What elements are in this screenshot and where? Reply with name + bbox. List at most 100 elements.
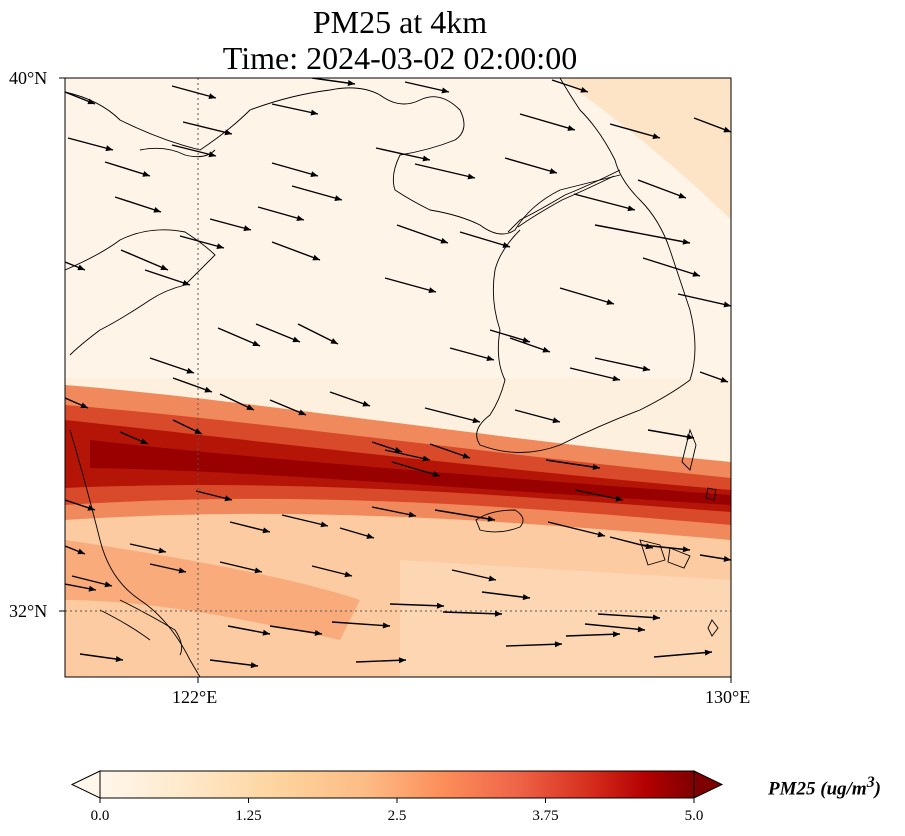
- wind-arrow: [389, 602, 445, 609]
- wind-arrow: [209, 218, 252, 232]
- wind-arrow: [119, 431, 149, 445]
- wind-arrow: [281, 514, 329, 528]
- wind-arrow: [65, 91, 96, 105]
- wind-arrow: [311, 565, 353, 578]
- wind-arrow: [339, 527, 375, 539]
- wind-arrow: [195, 490, 233, 502]
- wind-arrow: [219, 561, 263, 574]
- wind-arrow: [104, 161, 151, 177]
- wind-arrow: [171, 144, 217, 158]
- colorbar-tick-1: 1.25: [235, 808, 262, 824]
- wind-arrow: [459, 231, 511, 248]
- wind-arrow: [547, 521, 606, 538]
- wind-arrow: [271, 103, 319, 116]
- colorbar-label: PM25 (ug/m3): [768, 774, 881, 800]
- wind-arrow: [171, 85, 217, 100]
- wind-arrow: [271, 241, 321, 261]
- wind-arrow: [149, 563, 187, 574]
- wind-arrow: [699, 554, 731, 562]
- wind-arrow: [120, 249, 169, 271]
- wind-arrow: [693, 117, 731, 133]
- wind-arrow: [271, 162, 319, 177]
- wind-arrow: [65, 261, 86, 271]
- wind-arrow: [594, 224, 691, 245]
- wind-arrow: [594, 357, 651, 372]
- wind-arrow: [384, 449, 431, 462]
- colorbar-label-superscript: 3: [866, 774, 875, 791]
- wind-arrow: [573, 193, 636, 212]
- wind-arrow: [229, 521, 271, 534]
- wind-arrow: [442, 610, 503, 617]
- wind-arrow: [647, 429, 695, 440]
- wind-arrow: [584, 623, 646, 633]
- map-frame: [64, 77, 732, 678]
- wind-arrow: [65, 545, 86, 555]
- wind-arrow: [255, 323, 301, 343]
- wind-arrow: [677, 293, 731, 308]
- wind-arrow: [182, 121, 233, 136]
- map-title: PM25 at 4km: [312, 4, 488, 40]
- wind-arrow: [329, 391, 371, 407]
- wind-arrow: [65, 397, 89, 409]
- wind-arrow: [414, 163, 476, 180]
- wind-arrow: [449, 347, 495, 362]
- wind-arrow: [71, 575, 113, 588]
- wind-arrow: [509, 337, 551, 353]
- wind-arrow: [424, 407, 481, 424]
- wind-arrow: [269, 399, 307, 416]
- wind-arrow: [331, 621, 391, 629]
- wind-arrow: [129, 543, 167, 554]
- wind-arrow: [551, 79, 589, 93]
- lon-tick-label-130: 130°E: [705, 687, 751, 707]
- wind-arrow: [65, 499, 96, 511]
- wind-arrow: [519, 113, 576, 131]
- colorbar-tick-0: 0.0: [90, 808, 110, 824]
- wind-arrow: [545, 459, 601, 470]
- wind-arrow: [565, 631, 621, 638]
- wind-arrow: [65, 583, 97, 592]
- lon-tick-label-122: 122°E: [172, 687, 218, 707]
- lat-tick-label-32: 32°N: [9, 601, 48, 621]
- pm25-field: [65, 78, 731, 677]
- wind-arrow: [514, 409, 561, 424]
- wind-arrow: [291, 185, 343, 202]
- colorbar: [70, 770, 724, 803]
- colorbar-tick-2: 2.5: [387, 808, 407, 824]
- wind-arrow: [227, 625, 271, 636]
- wind-arrow: [505, 641, 563, 648]
- wind-arrow: [311, 78, 356, 87]
- wind-arrow: [375, 147, 431, 162]
- lat-tick-label-40: 40°N: [9, 68, 48, 88]
- wind-arrow: [172, 377, 213, 393]
- wind-arrow: [609, 123, 661, 140]
- wind-arrow: [297, 323, 339, 345]
- wind-arrow: [355, 657, 407, 664]
- wind-arrow: [429, 443, 471, 459]
- wind-arrow: [269, 625, 323, 636]
- wind-arrow: [391, 461, 441, 477]
- wind-arrow: [179, 235, 225, 250]
- gridlines: [65, 78, 731, 677]
- coastlines: [65, 78, 719, 677]
- wind-arrow: [172, 419, 203, 435]
- wind-arrow: [396, 224, 449, 244]
- map-time-title: Time: 2024-03-02 02:00:00: [222, 40, 578, 76]
- wind-arrow: [569, 367, 621, 382]
- wind-arrow: [641, 544, 691, 553]
- wind-arrow: [451, 569, 497, 582]
- wind-arrow: [597, 613, 661, 621]
- wind-arrow: [699, 371, 729, 383]
- wind-vectors: [65, 78, 731, 669]
- wind-arrow: [144, 269, 191, 286]
- wind-arrow: [637, 179, 687, 199]
- wind-arrow: [653, 649, 713, 658]
- wind-arrow: [642, 257, 701, 277]
- wind-arrow: [149, 357, 195, 374]
- wind-arrow: [79, 653, 124, 663]
- wind-arrow: [404, 81, 450, 94]
- wind-arrow: [257, 206, 305, 221]
- axis-ticks: [59, 77, 732, 683]
- wind-arrow: [489, 329, 531, 343]
- wind-arrow: [217, 327, 261, 347]
